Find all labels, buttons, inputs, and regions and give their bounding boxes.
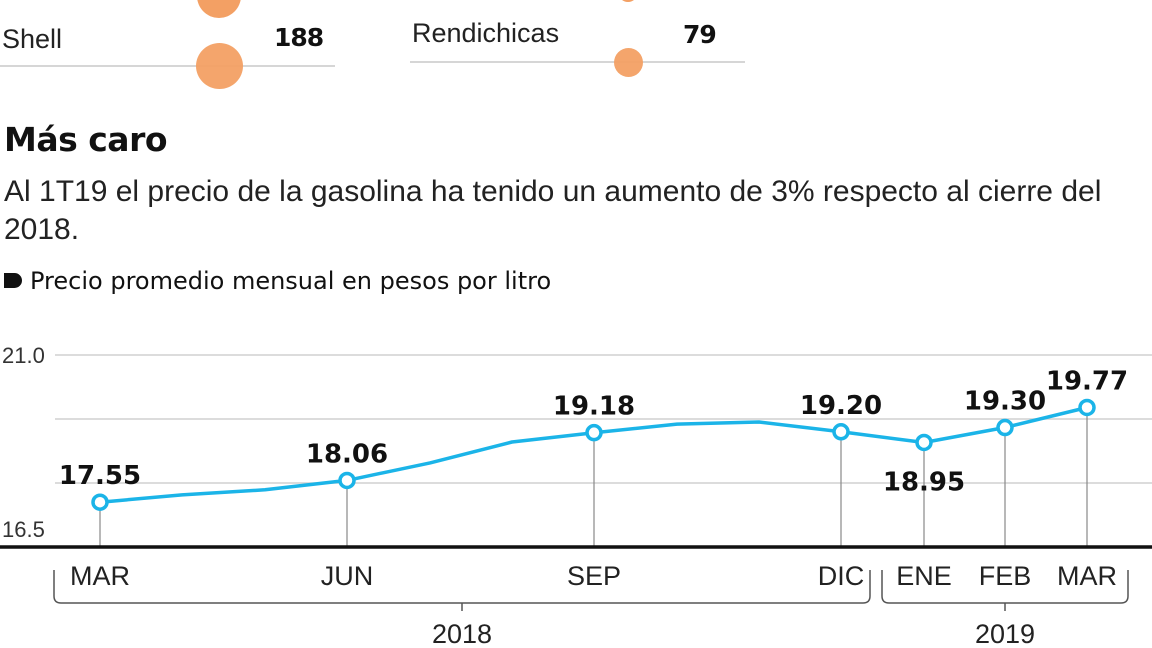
data-point [91, 493, 109, 511]
tag-icon [4, 273, 22, 288]
x-tick-label: ENE [896, 561, 952, 591]
ranking-value-shell: 188 [274, 23, 324, 52]
data-label: 19.30 [964, 387, 1046, 417]
y-tick-label: 16.5 [2, 517, 45, 542]
x-tick-label: MAR [1057, 561, 1117, 591]
data-label: 19.77 [1046, 366, 1128, 396]
data-label: 17.55 [59, 461, 141, 491]
data-label: 18.06 [306, 439, 388, 469]
section-title: Más caro [4, 120, 168, 159]
ranking-divider [0, 65, 335, 67]
data-point [915, 433, 933, 452]
x-tick-label: DIC [818, 561, 865, 591]
x-tick-label: SEP [567, 561, 621, 591]
year-label: 2018 [432, 619, 492, 648]
x-tick-label: JUN [321, 561, 374, 591]
data-label: 19.20 [800, 391, 882, 421]
rendichicas-bubble-top [618, 0, 638, 2]
data-point [338, 471, 356, 490]
data-point [585, 423, 603, 442]
unit-label: Precio promedio mensual en pesos por lit… [4, 267, 551, 295]
ranking-divider [410, 61, 745, 63]
ranking-name-rendichicas: Rendichicas [412, 18, 560, 48]
shell-bubble-top [197, 0, 241, 18]
section-subtitle: Al 1T19 el precio de la gasolina ha teni… [4, 175, 1102, 246]
y-tick-label: 21.0 [2, 343, 45, 368]
shell-bubble [196, 43, 243, 89]
rendichicas-bubble [614, 48, 643, 77]
year-label: 2019 [975, 619, 1035, 648]
unit-label-text: Precio promedio mensual en pesos por lit… [30, 267, 552, 295]
ranking-name-shell: Shell [2, 24, 63, 54]
data-label: 19.18 [553, 392, 635, 422]
x-tick-label: MAR [70, 561, 130, 591]
x-tick-label: FEB [979, 561, 1032, 591]
data-point [996, 418, 1014, 437]
year-bracket-2018 [53, 570, 871, 604]
ranking-value-rendichicas: 79 [683, 20, 717, 49]
data-point [832, 423, 850, 441]
data-label: 18.95 [883, 467, 965, 497]
data-point [1078, 398, 1096, 417]
